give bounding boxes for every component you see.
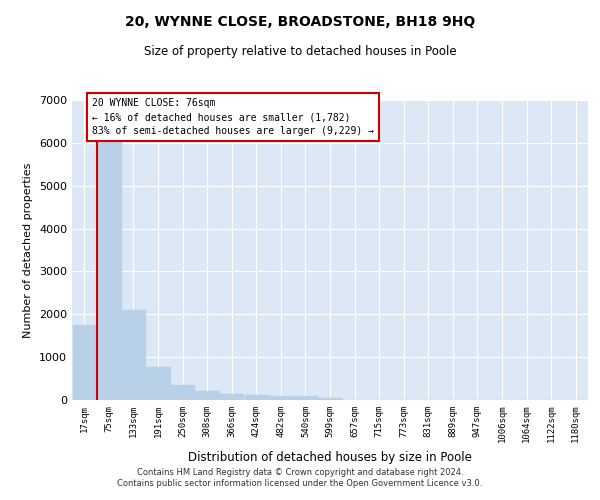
Bar <box>146 366 170 400</box>
Bar <box>319 398 341 400</box>
Bar <box>122 310 145 400</box>
Bar <box>294 396 317 400</box>
Text: Contains HM Land Registry data © Crown copyright and database right 2024.
Contai: Contains HM Land Registry data © Crown c… <box>118 468 482 487</box>
Y-axis label: Number of detached properties: Number of detached properties <box>23 162 34 338</box>
Text: Size of property relative to detached houses in Poole: Size of property relative to detached ho… <box>143 45 457 58</box>
Text: 20, WYNNE CLOSE, BROADSTONE, BH18 9HQ: 20, WYNNE CLOSE, BROADSTONE, BH18 9HQ <box>125 15 475 29</box>
Text: 20 WYNNE CLOSE: 76sqm
← 16% of detached houses are smaller (1,782)
83% of semi-d: 20 WYNNE CLOSE: 76sqm ← 16% of detached … <box>92 98 374 136</box>
Bar <box>196 390 219 400</box>
Bar <box>269 396 293 400</box>
Bar <box>171 384 194 400</box>
X-axis label: Distribution of detached houses by size in Poole: Distribution of detached houses by size … <box>188 451 472 464</box>
Bar <box>73 325 96 400</box>
Bar <box>97 136 121 400</box>
Bar <box>220 394 244 400</box>
Bar <box>245 395 268 400</box>
